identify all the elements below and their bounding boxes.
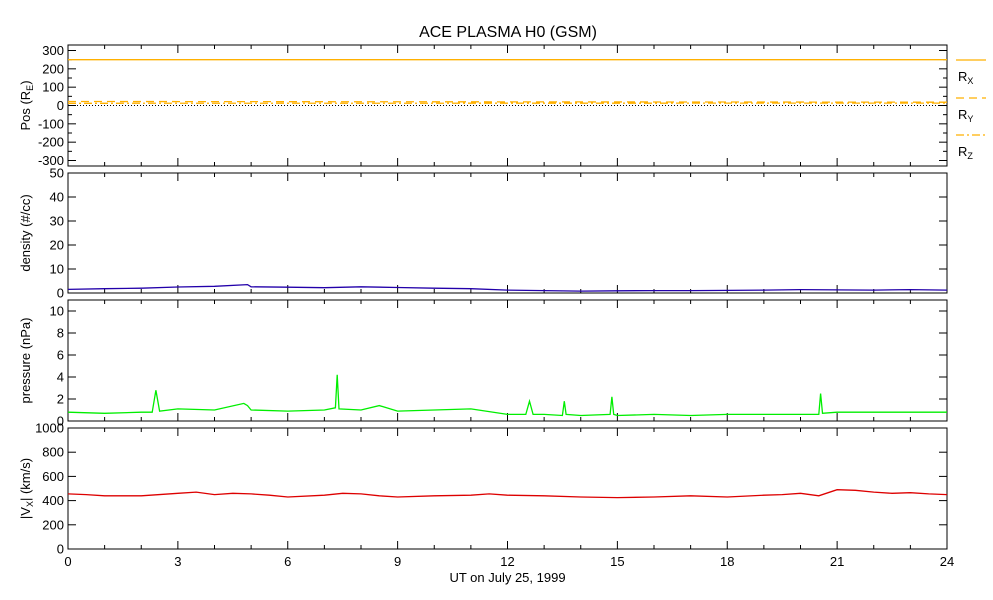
x-tick-label: 3 [174,554,181,569]
y-axis-title: |VX| (km/s) [18,458,35,519]
x-tick-label: 6 [284,554,291,569]
chart-title: ACE PLASMA H0 (GSM) [419,24,597,41]
y-tick-label: 50 [50,166,64,181]
x-axis-title: UT on July 25, 1999 [449,570,565,585]
y-axis-title: density (#/cc) [18,194,33,271]
x-tick-label: 21 [830,554,844,569]
y-tick-label: 1000 [35,421,64,436]
y-tick-label: 600 [42,469,64,484]
x-tick-label: 12 [500,554,514,569]
y-tick-label: 30 [50,214,64,229]
series-line-1 [67,374,947,417]
y-tick-label: 10 [50,304,64,319]
y-tick-label: 100 [42,80,64,95]
x-tick-label: 24 [940,554,954,569]
y-tick-label: 0 [57,286,64,301]
series-line-1 [67,489,948,499]
y-tick-label: 6 [57,348,64,363]
x-tick-label: 0 [64,554,71,569]
x-tick-label: 15 [610,554,624,569]
y-tick-label: -100 [38,116,64,131]
legend-label: RY [958,107,973,124]
panel-frame [67,299,948,422]
y-axis-title: Pos (RE) [18,80,35,130]
y-tick-label: 800 [42,445,64,460]
y-tick-label: 0 [57,98,64,113]
series-line-1 [67,283,948,292]
x-tick-label: 18 [720,554,734,569]
y-tick-label: 0 [57,542,64,557]
y-tick-label: -200 [38,135,64,150]
y-tick-label: 200 [42,517,64,532]
x-tick-label: 9 [394,554,401,569]
series-line-2 [67,100,948,103]
legend-label: RZ [958,144,973,161]
y-tick-label: 2 [57,392,64,407]
y-tick-label: 10 [50,262,64,277]
y-tick-label: 40 [50,190,64,205]
y-tick-label: 400 [42,493,64,508]
y-tick-label: 20 [50,238,64,253]
panel-frame [67,172,948,294]
panel-1: -300 -200 -100 0 100 200 300 Pos (RE) RX RY RZ [18,43,986,168]
panel-3: 0 2 4 6 8 10 pressure (nPa) [18,299,948,429]
y-tick-label: 300 [42,43,64,58]
y-axis-title: pressure (nPa) [18,318,33,404]
y-tick-label: 8 [57,326,64,341]
panel-4: 0 200 400 600 800 1000 |VX| (km/s) 0 3 6 9 12 15 18 21… [18,421,954,586]
y-tick-label: 200 [42,61,64,76]
y-tick-label: 0 [57,414,64,429]
legend-label: RX [958,69,973,86]
panel-frame [67,427,948,550]
y-tick-label: 4 [57,370,64,385]
panel-2: 0 10 20 30 40 50 density (#/cc) [18,166,948,301]
y-tick-label: -300 [38,153,64,168]
